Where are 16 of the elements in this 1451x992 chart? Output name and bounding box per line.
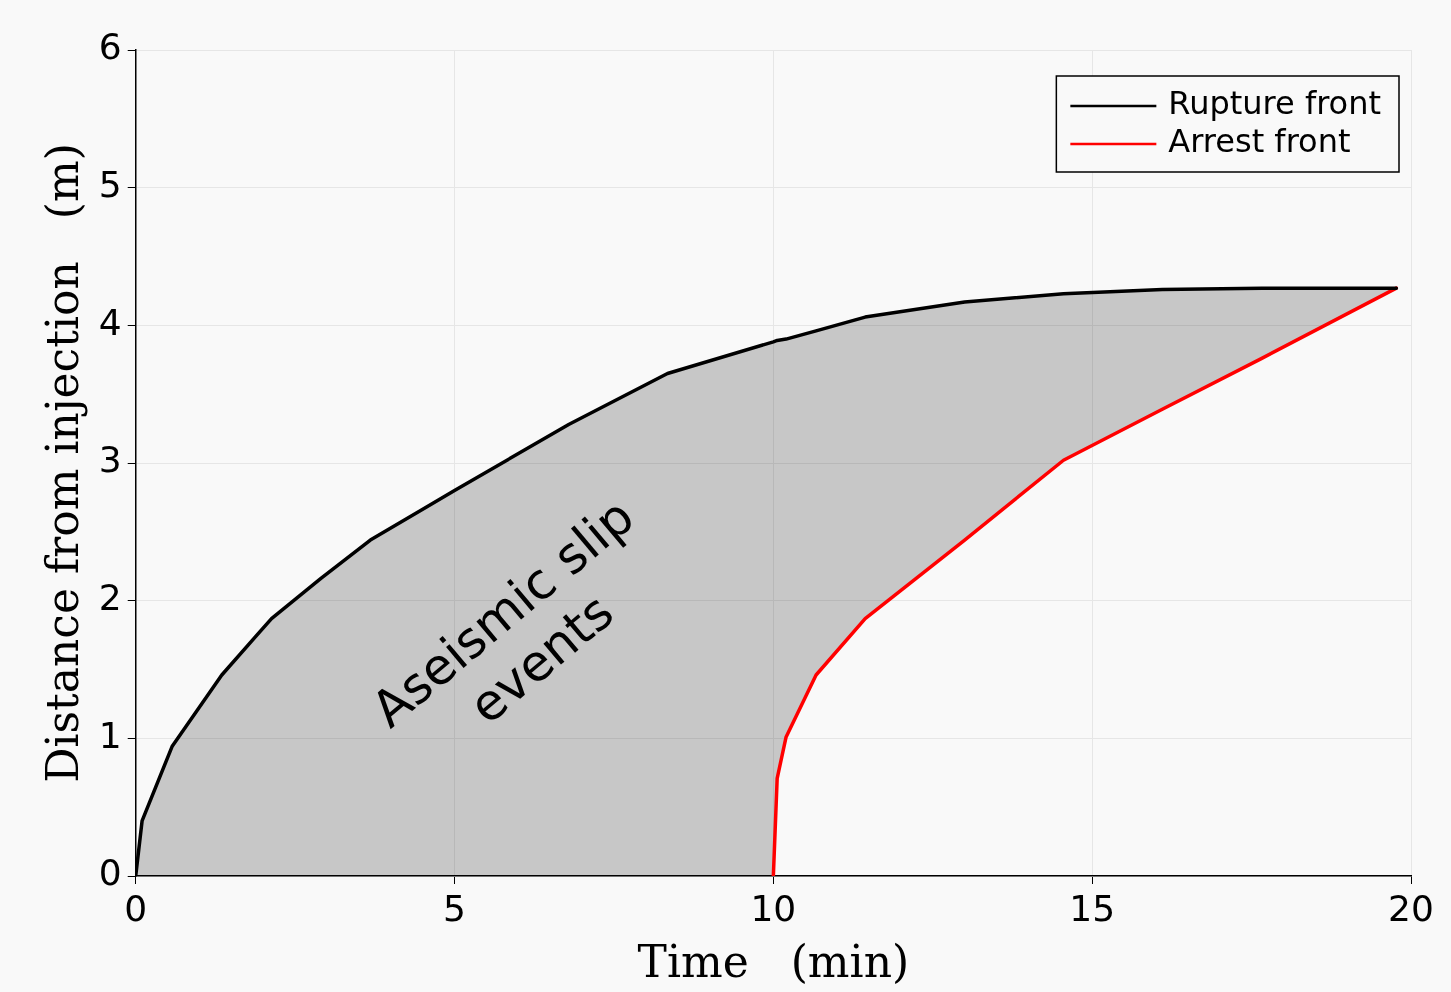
x-tick-label: 0 — [124, 887, 148, 929]
x-tick-label: 5 — [443, 887, 466, 929]
x-tick-label: 10 — [750, 887, 797, 929]
y-axis-title: Distance from injection (m) — [36, 143, 88, 783]
y-tick-label: 4 — [98, 301, 122, 343]
y-tick-label: 1 — [98, 714, 122, 756]
legend-label: Rupture front — [1168, 84, 1381, 123]
y-tick-label: 0 — [98, 852, 122, 894]
x-tick-label: 20 — [1388, 887, 1434, 929]
y-tick-label: 5 — [98, 164, 122, 206]
y-tick-label: 3 — [98, 439, 122, 481]
y-tick-label: 2 — [98, 577, 122, 619]
y-tick-label: 6 — [98, 26, 122, 68]
legend-label: Arrest front — [1168, 122, 1351, 161]
x-tick-label: 15 — [1069, 887, 1116, 929]
x-axis-title: Time (min) — [637, 936, 910, 988]
